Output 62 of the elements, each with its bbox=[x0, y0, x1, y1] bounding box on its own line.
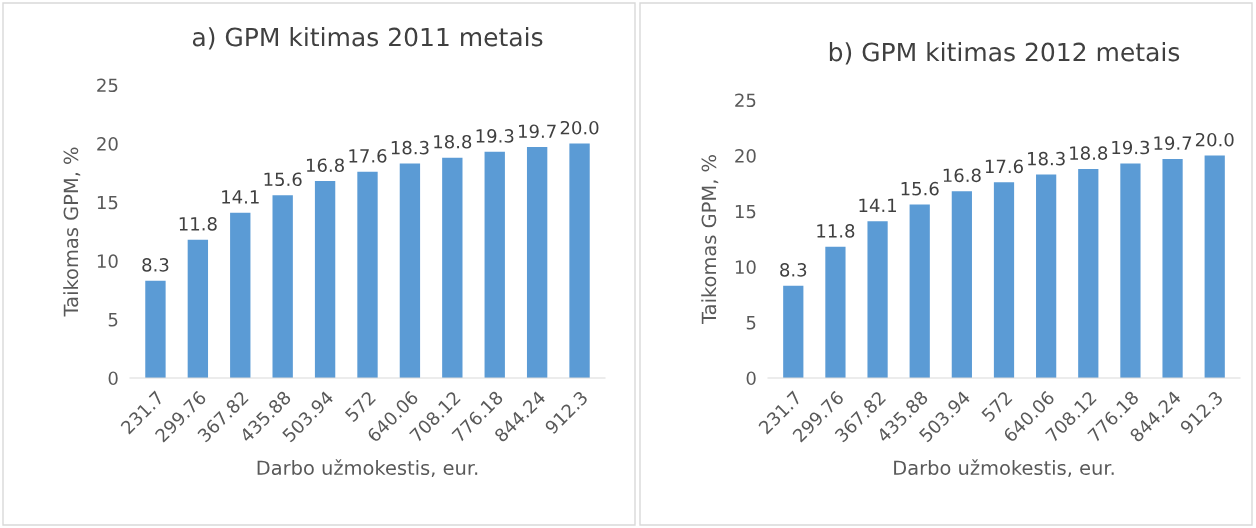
data-label: 16.8 bbox=[306, 158, 344, 173]
bar bbox=[909, 204, 930, 378]
data-label: 19.7 bbox=[519, 124, 556, 139]
y-tick-label: 15 bbox=[97, 195, 118, 210]
bar bbox=[783, 285, 804, 378]
data-label: 17.6 bbox=[349, 149, 387, 163]
bar bbox=[145, 280, 166, 378]
bar bbox=[867, 221, 888, 378]
data-label: 15.6 bbox=[901, 181, 939, 196]
chart-title: a) GPM kitimas 2011 metais bbox=[192, 27, 543, 50]
bar bbox=[1204, 155, 1225, 378]
data-label: 18.3 bbox=[1028, 151, 1065, 166]
y-tick-label: 0 bbox=[108, 371, 118, 386]
data-label: 8.3 bbox=[142, 258, 169, 272]
data-label: 18.8 bbox=[1070, 146, 1108, 160]
data-label: 19.3 bbox=[1112, 140, 1150, 155]
y-axis-title: Taikomas GPM, % bbox=[63, 147, 81, 317]
y-tick-label: 20 bbox=[735, 149, 756, 163]
bar bbox=[399, 163, 421, 378]
y-tick-label: 0 bbox=[746, 371, 756, 386]
bar bbox=[1036, 174, 1057, 378]
y-tick-label: 10 bbox=[735, 260, 756, 274]
bar bbox=[993, 182, 1015, 378]
y-tick-label: 25 bbox=[735, 93, 756, 108]
bar bbox=[825, 246, 846, 378]
data-label: 16.8 bbox=[943, 168, 981, 183]
bar bbox=[526, 147, 548, 378]
data-label: 8.3 bbox=[780, 262, 807, 277]
bar bbox=[272, 195, 293, 378]
y-tick-label: 15 bbox=[735, 204, 756, 219]
bar bbox=[230, 212, 251, 378]
bar bbox=[1078, 168, 1099, 378]
data-label: 18.3 bbox=[391, 140, 429, 155]
y-tick-label: 5 bbox=[108, 313, 118, 327]
bar bbox=[1120, 163, 1141, 378]
x-axis-title: Darbo užmokestis, eur. bbox=[257, 459, 478, 478]
data-label: 11.8 bbox=[179, 216, 217, 231]
y-tick-label: 5 bbox=[746, 316, 756, 330]
bar bbox=[951, 191, 972, 378]
data-label: 20.0 bbox=[1195, 132, 1234, 147]
y-axis-title: Taikomas GPM, % bbox=[701, 155, 719, 325]
bar bbox=[357, 171, 378, 378]
y-tick-label: 10 bbox=[97, 254, 118, 268]
y-tick-label: 25 bbox=[97, 78, 118, 93]
bar bbox=[1162, 158, 1183, 378]
data-label: 19.3 bbox=[476, 129, 514, 143]
data-label: 17.6 bbox=[985, 159, 1023, 174]
data-label: 11.8 bbox=[817, 224, 855, 238]
data-label: 18.8 bbox=[434, 134, 472, 149]
bar bbox=[442, 157, 463, 378]
data-label: 20.0 bbox=[560, 120, 599, 135]
bar bbox=[314, 181, 336, 378]
data-label: 14.1 bbox=[859, 198, 897, 212]
x-axis-title: Darbo užmokestis, eur. bbox=[894, 459, 1114, 478]
y-tick-label: 20 bbox=[97, 137, 118, 151]
chart-title: b) GPM kitimas 2012 metais bbox=[829, 42, 1180, 65]
data-label: 14.1 bbox=[222, 190, 259, 204]
data-label: 19.7 bbox=[1154, 136, 1192, 150]
bar bbox=[569, 143, 590, 378]
bar bbox=[187, 239, 209, 378]
data-label: 15.6 bbox=[264, 172, 302, 187]
bar bbox=[484, 151, 505, 378]
